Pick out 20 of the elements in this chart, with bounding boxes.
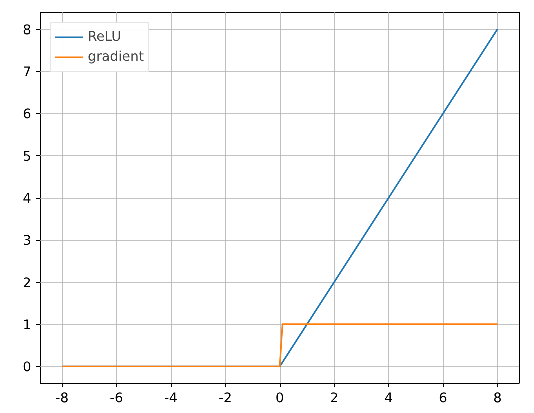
x-tick-label: -6 xyxy=(110,392,124,406)
x-tick-label: -2 xyxy=(218,392,232,406)
y-tick-label: 2 xyxy=(23,276,32,292)
legend-label: ReLU xyxy=(88,30,122,44)
y-tick-label: 8 xyxy=(23,23,32,38)
y-tick-label: 3 xyxy=(23,234,32,250)
y-tick-label: 7 xyxy=(23,66,32,81)
y-tick-label: 4 xyxy=(23,192,32,207)
y-tick-label: 5 xyxy=(23,150,32,165)
x-tick-label: 4 xyxy=(384,392,394,406)
y-tick-label: 0 xyxy=(23,360,32,376)
x-tick-label: 8 xyxy=(493,392,502,406)
x-tick-label: -4 xyxy=(164,392,178,406)
x-tick-label: 2 xyxy=(330,392,339,406)
legend-label: gradient xyxy=(88,50,144,64)
x-tick-label: -8 xyxy=(56,392,69,406)
x-tick-label: 6 xyxy=(439,392,448,406)
y-tick-label: 1 xyxy=(23,318,32,334)
y-tick-label: 6 xyxy=(23,108,32,123)
x-tick-label: 0 xyxy=(276,392,284,406)
